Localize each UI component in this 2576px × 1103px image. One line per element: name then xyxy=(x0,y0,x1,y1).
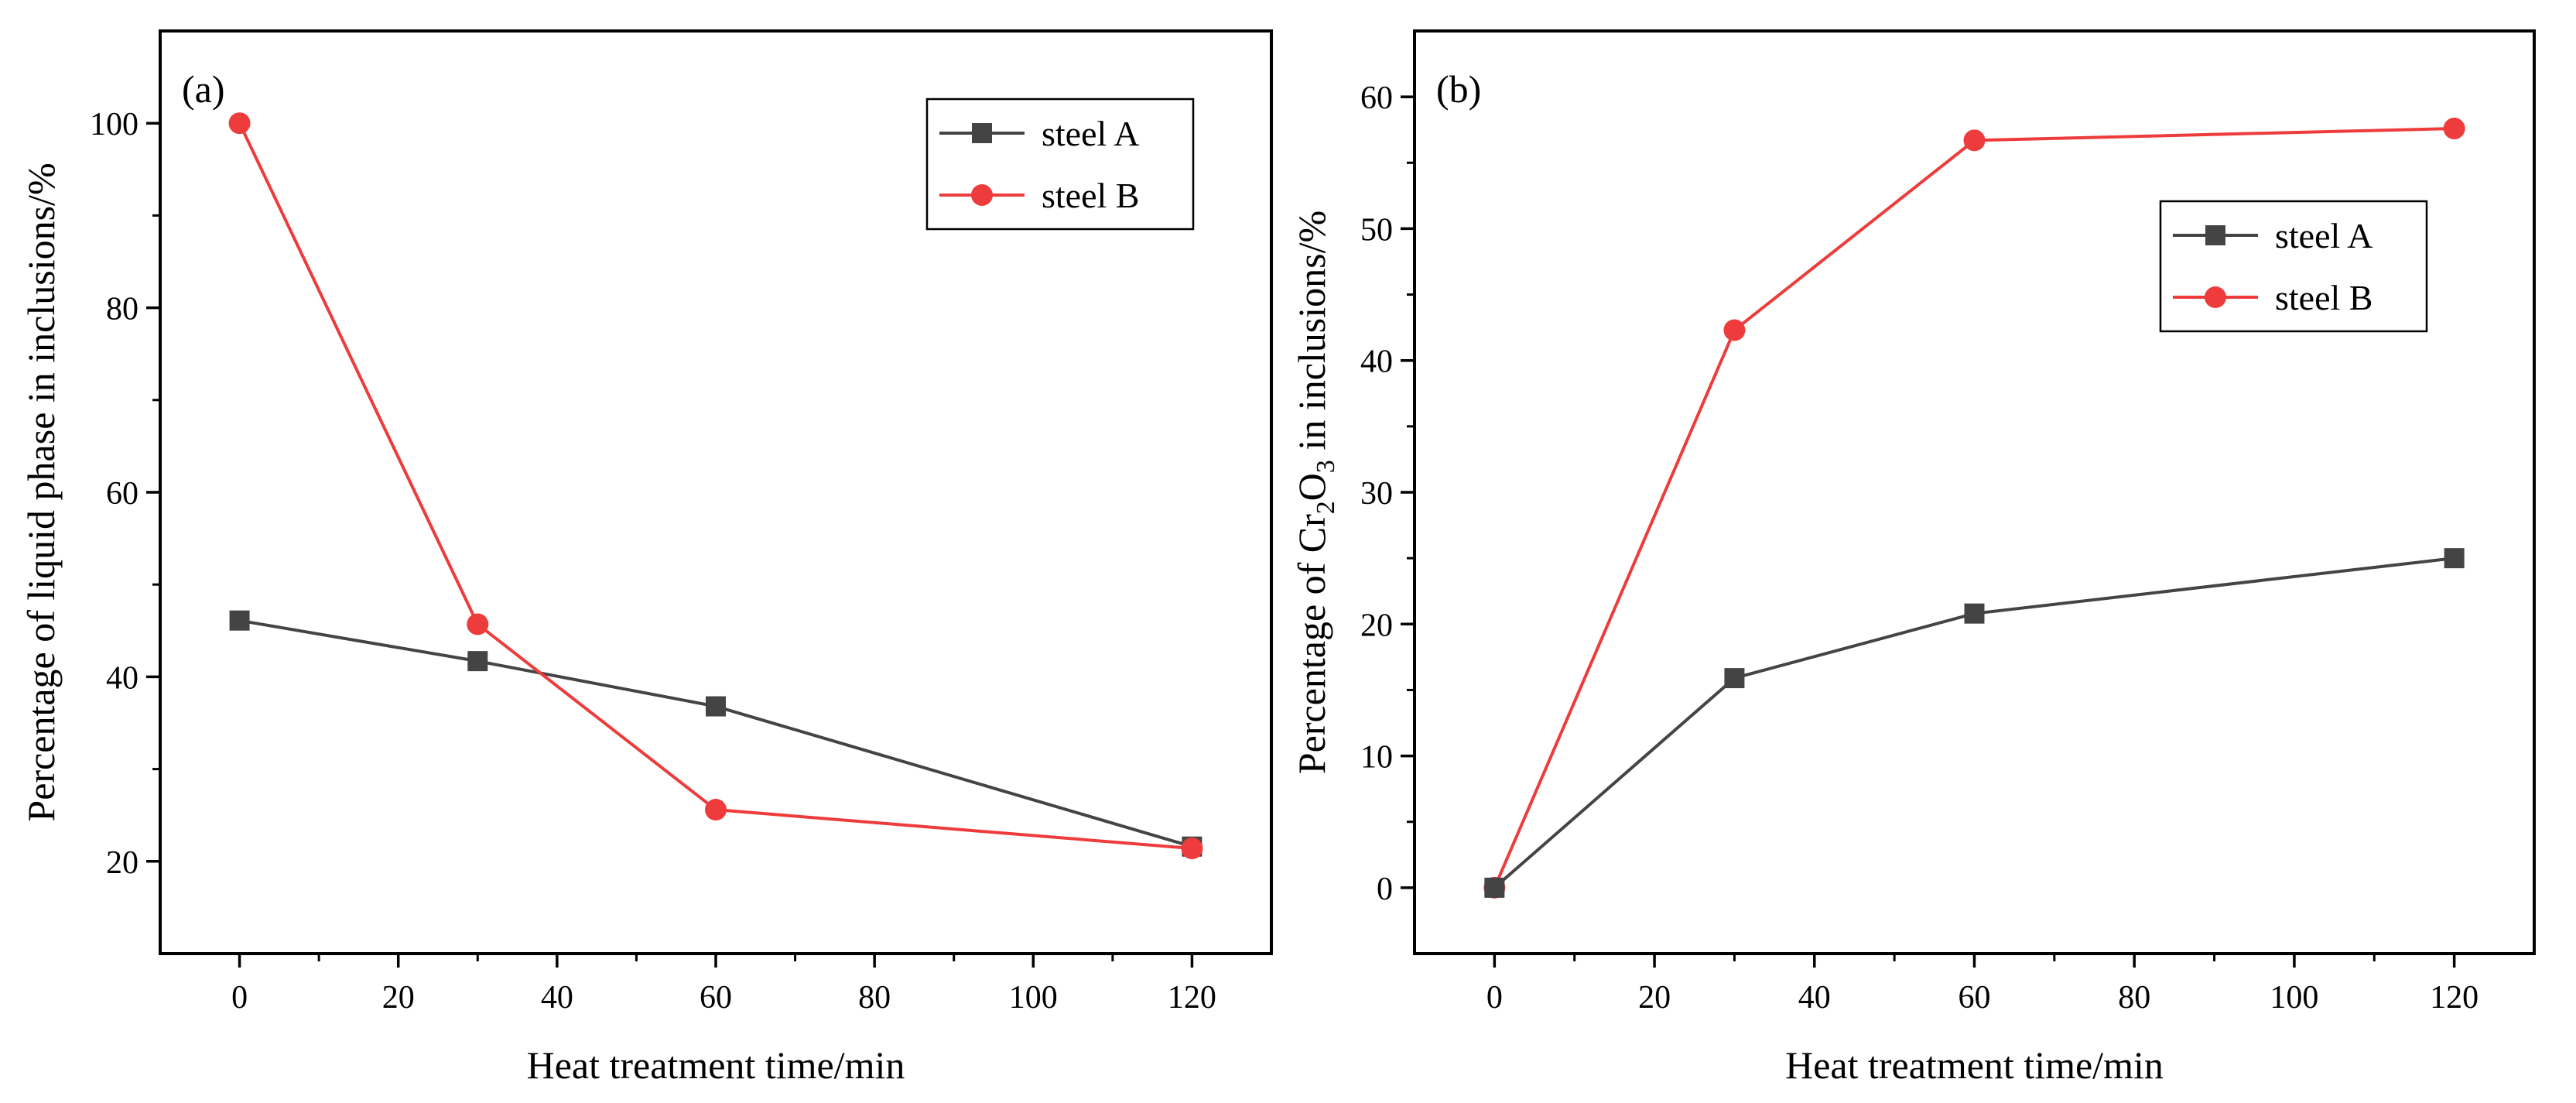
data-point-steel-b xyxy=(467,613,489,635)
y-tick-label: 40 xyxy=(106,660,139,696)
series-line-steel-b xyxy=(1493,127,2455,889)
y-axis-label-subscript: 2 xyxy=(1312,501,1340,514)
y-tick-label: 0 xyxy=(1377,872,1393,907)
x-tick-label: 0 xyxy=(231,980,248,1016)
y-tick-label: 60 xyxy=(106,476,139,512)
legend-marker-square xyxy=(2205,225,2225,245)
legend: steel A steel B xyxy=(925,98,1195,231)
legend-marker-circle xyxy=(971,184,993,206)
y-tick-label: 100 xyxy=(90,107,139,142)
y-tick-label: 30 xyxy=(1360,476,1393,512)
y-axis-label-part: in inclusions/% xyxy=(1290,211,1333,460)
data-point-steel-b xyxy=(228,112,251,135)
legend-marker-circle xyxy=(2205,286,2226,308)
data-point-steel-a xyxy=(1964,603,1985,624)
chart-panel-a: 0 20 40 60 80 100 120 20 40 60 80 100 (a) Heat treatm… xyxy=(19,29,1273,1087)
x-tick-label: 60 xyxy=(1959,980,1991,1016)
y-axis-label-part: O xyxy=(1290,473,1333,501)
x-tick-label: 20 xyxy=(1638,980,1671,1016)
x-tick-label: 40 xyxy=(1798,980,1831,1016)
data-point-steel-a xyxy=(467,651,488,672)
chart-panel-b: 0 20 40 60 80 100 120 0 10 20 30 40 50 60 (b) Heat trea… xyxy=(1290,29,2536,1087)
legend-label-steel-a: steel A xyxy=(1042,114,1139,153)
legend-marker-square xyxy=(972,123,992,143)
x-tick-label: 60 xyxy=(700,980,732,1016)
y-tick-label: 10 xyxy=(1360,740,1393,776)
x-tick-label: 100 xyxy=(1009,980,1058,1016)
data-point-steel-b xyxy=(705,799,727,821)
legend: steel A steel B xyxy=(2159,200,2428,333)
series-line-steel-b xyxy=(238,122,1192,851)
x-axis-label: Heat treatment time/min xyxy=(1785,1043,2164,1087)
panel-label: (a) xyxy=(182,67,225,111)
x-tick-label: 0 xyxy=(1486,980,1503,1016)
y-tick-label: 60 xyxy=(1360,80,1393,116)
x-tick-label: 20 xyxy=(382,980,415,1016)
x-tick-label: 40 xyxy=(541,980,573,1016)
series-line-steel-a xyxy=(1493,557,2455,889)
y-axis-label-subscript: 3 xyxy=(1312,460,1340,473)
data-point-steel-b xyxy=(1181,838,1203,860)
data-point-steel-a xyxy=(1724,668,1745,689)
legend-label-steel-b: steel B xyxy=(2275,278,2372,317)
y-tick-label: 20 xyxy=(106,845,139,881)
legend-box xyxy=(925,98,1195,231)
panel-label: (b) xyxy=(1436,67,1481,111)
series-line-steel-a xyxy=(239,618,1192,848)
y-tick-label: 20 xyxy=(1360,608,1393,643)
data-point-steel-b xyxy=(1963,129,1986,152)
data-point-steel-a xyxy=(706,696,726,717)
y-axis-label-part: Percentage of Cr xyxy=(1290,514,1333,774)
y-axis-label: Percentage of Cr2O3 in inclusions/% xyxy=(1290,211,1340,774)
data-point-steel-b xyxy=(1723,319,1746,341)
x-tick-label: 120 xyxy=(1168,980,1216,1016)
x-tick-label: 120 xyxy=(2430,980,2479,1016)
data-point-steel-a xyxy=(229,610,250,631)
x-axis-label: Heat treatment time/min xyxy=(527,1043,905,1087)
data-point-steel-a xyxy=(2444,548,2465,569)
plot-frame xyxy=(1413,29,2536,955)
data-point-steel-b xyxy=(2443,118,2465,140)
y-tick-label: 80 xyxy=(106,292,139,327)
legend-label-steel-a: steel A xyxy=(2275,216,2372,255)
x-tick-label: 80 xyxy=(2118,980,2150,1016)
legend-box xyxy=(2159,200,2428,333)
x-tick-label: 100 xyxy=(2270,980,2318,1016)
y-tick-label: 40 xyxy=(1360,344,1393,380)
data-point-steel-a xyxy=(1484,877,1505,898)
y-axis-label: Percentage of liquid phase in inclusions… xyxy=(19,163,63,821)
legend-label-steel-b: steel B xyxy=(1042,176,1139,215)
y-tick-label: 50 xyxy=(1360,212,1393,248)
x-tick-label: 80 xyxy=(858,980,891,1016)
